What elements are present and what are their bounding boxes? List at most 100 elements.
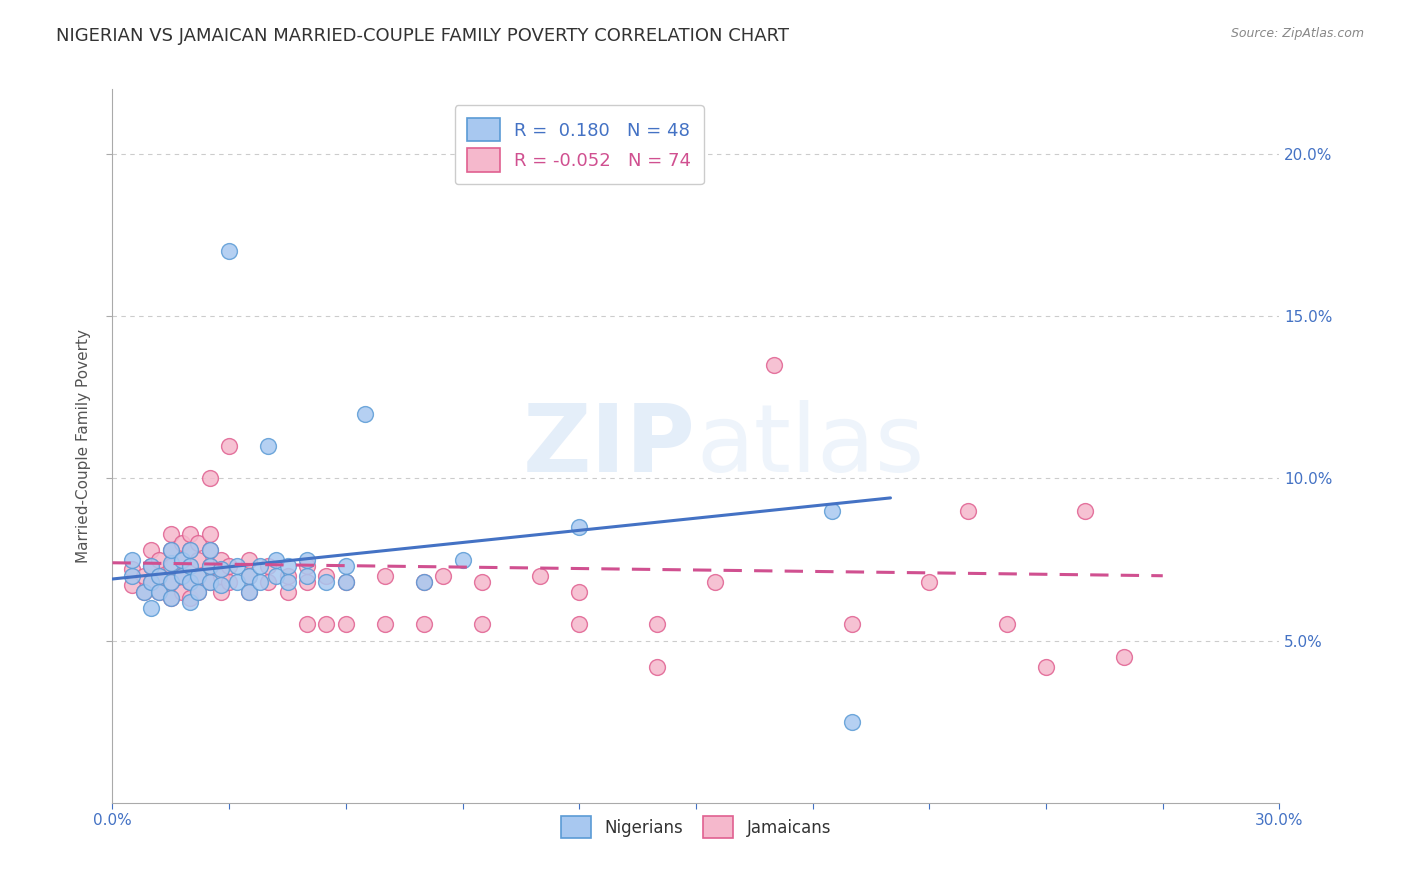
Point: [295, 559, 318, 574]
Point: [209, 562, 232, 576]
Point: [374, 568, 396, 582]
Point: [121, 568, 143, 582]
Y-axis label: Married-Couple Family Poverty: Married-Couple Family Poverty: [76, 329, 91, 563]
Point: [141, 559, 163, 574]
Point: [209, 585, 232, 599]
Point: [179, 542, 201, 557]
Point: [209, 552, 232, 566]
Point: [209, 578, 232, 592]
Point: [198, 575, 221, 590]
Point: [179, 559, 201, 574]
Point: [529, 568, 551, 582]
Point: [315, 617, 337, 632]
Point: [179, 559, 201, 574]
Point: [187, 552, 209, 566]
Point: [238, 568, 260, 582]
Point: [132, 585, 155, 599]
Point: [226, 575, 249, 590]
Point: [198, 559, 221, 574]
Point: [187, 585, 209, 599]
Point: [276, 585, 298, 599]
Point: [257, 439, 280, 453]
Point: [172, 568, 194, 582]
Point: [335, 617, 357, 632]
Point: [1112, 649, 1135, 664]
Point: [198, 542, 221, 557]
Point: [160, 526, 183, 541]
Point: [1074, 504, 1097, 518]
Point: [187, 536, 209, 550]
Point: [179, 526, 201, 541]
Point: [295, 568, 318, 582]
Point: [412, 617, 434, 632]
Point: [148, 552, 170, 566]
Point: [354, 407, 377, 421]
Point: [264, 568, 287, 582]
Point: [412, 575, 434, 590]
Point: [264, 552, 287, 566]
Point: [121, 578, 143, 592]
Point: [172, 536, 194, 550]
Point: [471, 575, 494, 590]
Point: [841, 714, 863, 729]
Point: [160, 591, 183, 606]
Point: [198, 542, 221, 557]
Point: [179, 575, 201, 590]
Point: [276, 575, 298, 590]
Point: [198, 471, 221, 485]
Point: [187, 585, 209, 599]
Point: [132, 585, 155, 599]
Point: [335, 575, 357, 590]
Point: [295, 552, 318, 566]
Point: [160, 542, 183, 557]
Point: [172, 552, 194, 566]
Point: [218, 575, 240, 590]
Point: [257, 575, 280, 590]
Point: [141, 542, 163, 557]
Point: [276, 568, 298, 582]
Point: [179, 575, 201, 590]
Point: [249, 559, 271, 574]
Point: [432, 568, 454, 582]
Point: [226, 559, 249, 574]
Point: [148, 568, 170, 582]
Point: [141, 559, 163, 574]
Point: [238, 585, 260, 599]
Point: [198, 575, 221, 590]
Point: [315, 568, 337, 582]
Point: [141, 601, 163, 615]
Point: [218, 439, 240, 453]
Point: [160, 591, 183, 606]
Point: [568, 585, 591, 599]
Point: [172, 568, 194, 582]
Point: [957, 504, 980, 518]
Point: [198, 559, 221, 574]
Point: [451, 552, 474, 566]
Point: [841, 617, 863, 632]
Point: [335, 559, 357, 574]
Point: [762, 358, 785, 372]
Text: NIGERIAN VS JAMAICAN MARRIED-COUPLE FAMILY POVERTY CORRELATION CHART: NIGERIAN VS JAMAICAN MARRIED-COUPLE FAMI…: [56, 27, 789, 45]
Point: [160, 556, 183, 570]
Point: [249, 575, 271, 590]
Point: [295, 575, 318, 590]
Point: [172, 585, 194, 599]
Point: [315, 575, 337, 590]
Point: [412, 575, 434, 590]
Point: [238, 585, 260, 599]
Point: [121, 552, 143, 566]
Point: [160, 575, 183, 590]
Point: [121, 562, 143, 576]
Point: [218, 244, 240, 259]
Point: [295, 617, 318, 632]
Point: [179, 542, 201, 557]
Point: [141, 575, 163, 590]
Point: [918, 575, 941, 590]
Point: [218, 559, 240, 574]
Point: [160, 542, 183, 557]
Point: [148, 585, 170, 599]
Point: [821, 504, 844, 518]
Point: [187, 568, 209, 582]
Point: [568, 617, 591, 632]
Point: [172, 552, 194, 566]
